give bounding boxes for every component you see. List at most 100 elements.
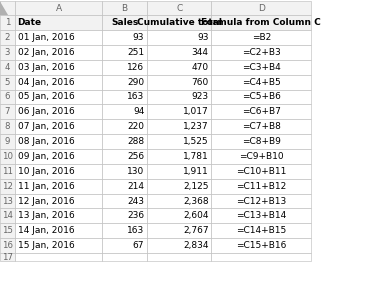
Bar <box>147 1 211 15</box>
Text: 4: 4 <box>5 63 10 72</box>
Bar <box>147 90 211 104</box>
Text: 7: 7 <box>5 107 10 116</box>
Text: 01 Jan, 2016: 01 Jan, 2016 <box>18 33 74 42</box>
Bar <box>15 208 102 223</box>
Bar <box>0 1 15 15</box>
Bar <box>15 194 102 208</box>
Text: 13: 13 <box>2 196 13 206</box>
Bar <box>102 75 147 90</box>
Bar <box>102 164 147 179</box>
Text: 1,781: 1,781 <box>183 152 209 161</box>
Bar <box>102 134 147 149</box>
Bar <box>0 104 15 119</box>
Bar <box>211 164 311 179</box>
Bar <box>211 149 311 164</box>
Bar <box>15 45 102 60</box>
Bar <box>211 223 311 238</box>
Bar <box>147 253 211 261</box>
Bar <box>211 179 311 194</box>
Bar <box>147 134 211 149</box>
Bar <box>211 119 311 134</box>
Bar <box>211 90 311 104</box>
Bar <box>0 60 15 75</box>
Text: A: A <box>56 4 61 13</box>
Bar <box>15 1 102 15</box>
Bar <box>0 164 15 179</box>
Text: 02 Jan, 2016: 02 Jan, 2016 <box>18 48 74 57</box>
Text: 290: 290 <box>127 78 144 87</box>
Bar <box>15 60 102 75</box>
Text: 16: 16 <box>2 241 13 250</box>
Bar <box>211 134 311 149</box>
Bar <box>15 149 102 164</box>
Text: 07 Jan, 2016: 07 Jan, 2016 <box>18 122 74 131</box>
Text: =C3+B4: =C3+B4 <box>242 63 280 72</box>
Bar <box>147 75 211 90</box>
Text: Date: Date <box>18 18 42 27</box>
Bar <box>102 60 147 75</box>
Text: B: B <box>122 4 128 13</box>
Text: 13 Jan, 2016: 13 Jan, 2016 <box>18 211 74 221</box>
Bar <box>211 253 311 261</box>
Text: 14: 14 <box>2 211 13 221</box>
Text: D: D <box>258 4 265 13</box>
Text: 10: 10 <box>2 152 13 161</box>
Text: =C12+B13: =C12+B13 <box>236 196 286 206</box>
Text: 130: 130 <box>127 167 144 176</box>
Bar <box>0 90 15 104</box>
Bar <box>147 238 211 253</box>
Text: 04 Jan, 2016: 04 Jan, 2016 <box>18 78 74 87</box>
Bar <box>0 15 15 30</box>
Bar <box>211 238 311 253</box>
Bar <box>147 104 211 119</box>
Text: =C9+B10: =C9+B10 <box>239 152 284 161</box>
Text: =C4+B5: =C4+B5 <box>242 78 280 87</box>
Bar <box>0 134 15 149</box>
Bar <box>147 45 211 60</box>
Text: =B2: =B2 <box>252 33 271 42</box>
Bar <box>147 15 211 30</box>
Text: 12: 12 <box>2 182 13 191</box>
Text: 760: 760 <box>191 78 209 87</box>
Text: 08 Jan, 2016: 08 Jan, 2016 <box>18 137 74 146</box>
Bar <box>147 30 211 45</box>
Bar <box>0 119 15 134</box>
Bar <box>0 208 15 223</box>
Bar <box>15 164 102 179</box>
Text: =C10+B11: =C10+B11 <box>236 167 286 176</box>
Text: 2,834: 2,834 <box>183 241 209 250</box>
Bar <box>211 208 311 223</box>
Text: 17: 17 <box>2 253 13 262</box>
Bar <box>102 30 147 45</box>
Bar <box>0 238 15 253</box>
Bar <box>211 15 311 30</box>
Text: 1,525: 1,525 <box>183 137 209 146</box>
Text: 67: 67 <box>133 241 144 250</box>
Bar <box>211 30 311 45</box>
Bar <box>15 15 102 30</box>
Text: =C8+B9: =C8+B9 <box>242 137 280 146</box>
Text: 15: 15 <box>2 226 13 235</box>
Bar <box>147 164 211 179</box>
Text: 10 Jan, 2016: 10 Jan, 2016 <box>18 167 74 176</box>
Text: 2: 2 <box>5 33 10 42</box>
Text: 220: 220 <box>127 122 144 131</box>
Text: 214: 214 <box>127 182 144 191</box>
Text: 1,911: 1,911 <box>183 167 209 176</box>
Bar <box>147 179 211 194</box>
Bar <box>102 104 147 119</box>
Bar <box>15 223 102 238</box>
Text: 9: 9 <box>5 137 10 146</box>
Bar <box>102 238 147 253</box>
Bar <box>211 75 311 90</box>
Text: Sales: Sales <box>111 18 138 27</box>
Text: 923: 923 <box>191 92 209 102</box>
Text: =C7+B8: =C7+B8 <box>242 122 280 131</box>
Text: 126: 126 <box>127 63 144 72</box>
Bar <box>102 179 147 194</box>
Bar <box>211 194 311 208</box>
Text: 163: 163 <box>127 226 144 235</box>
Bar <box>0 149 15 164</box>
Text: =C2+B3: =C2+B3 <box>242 48 280 57</box>
Bar <box>0 75 15 90</box>
